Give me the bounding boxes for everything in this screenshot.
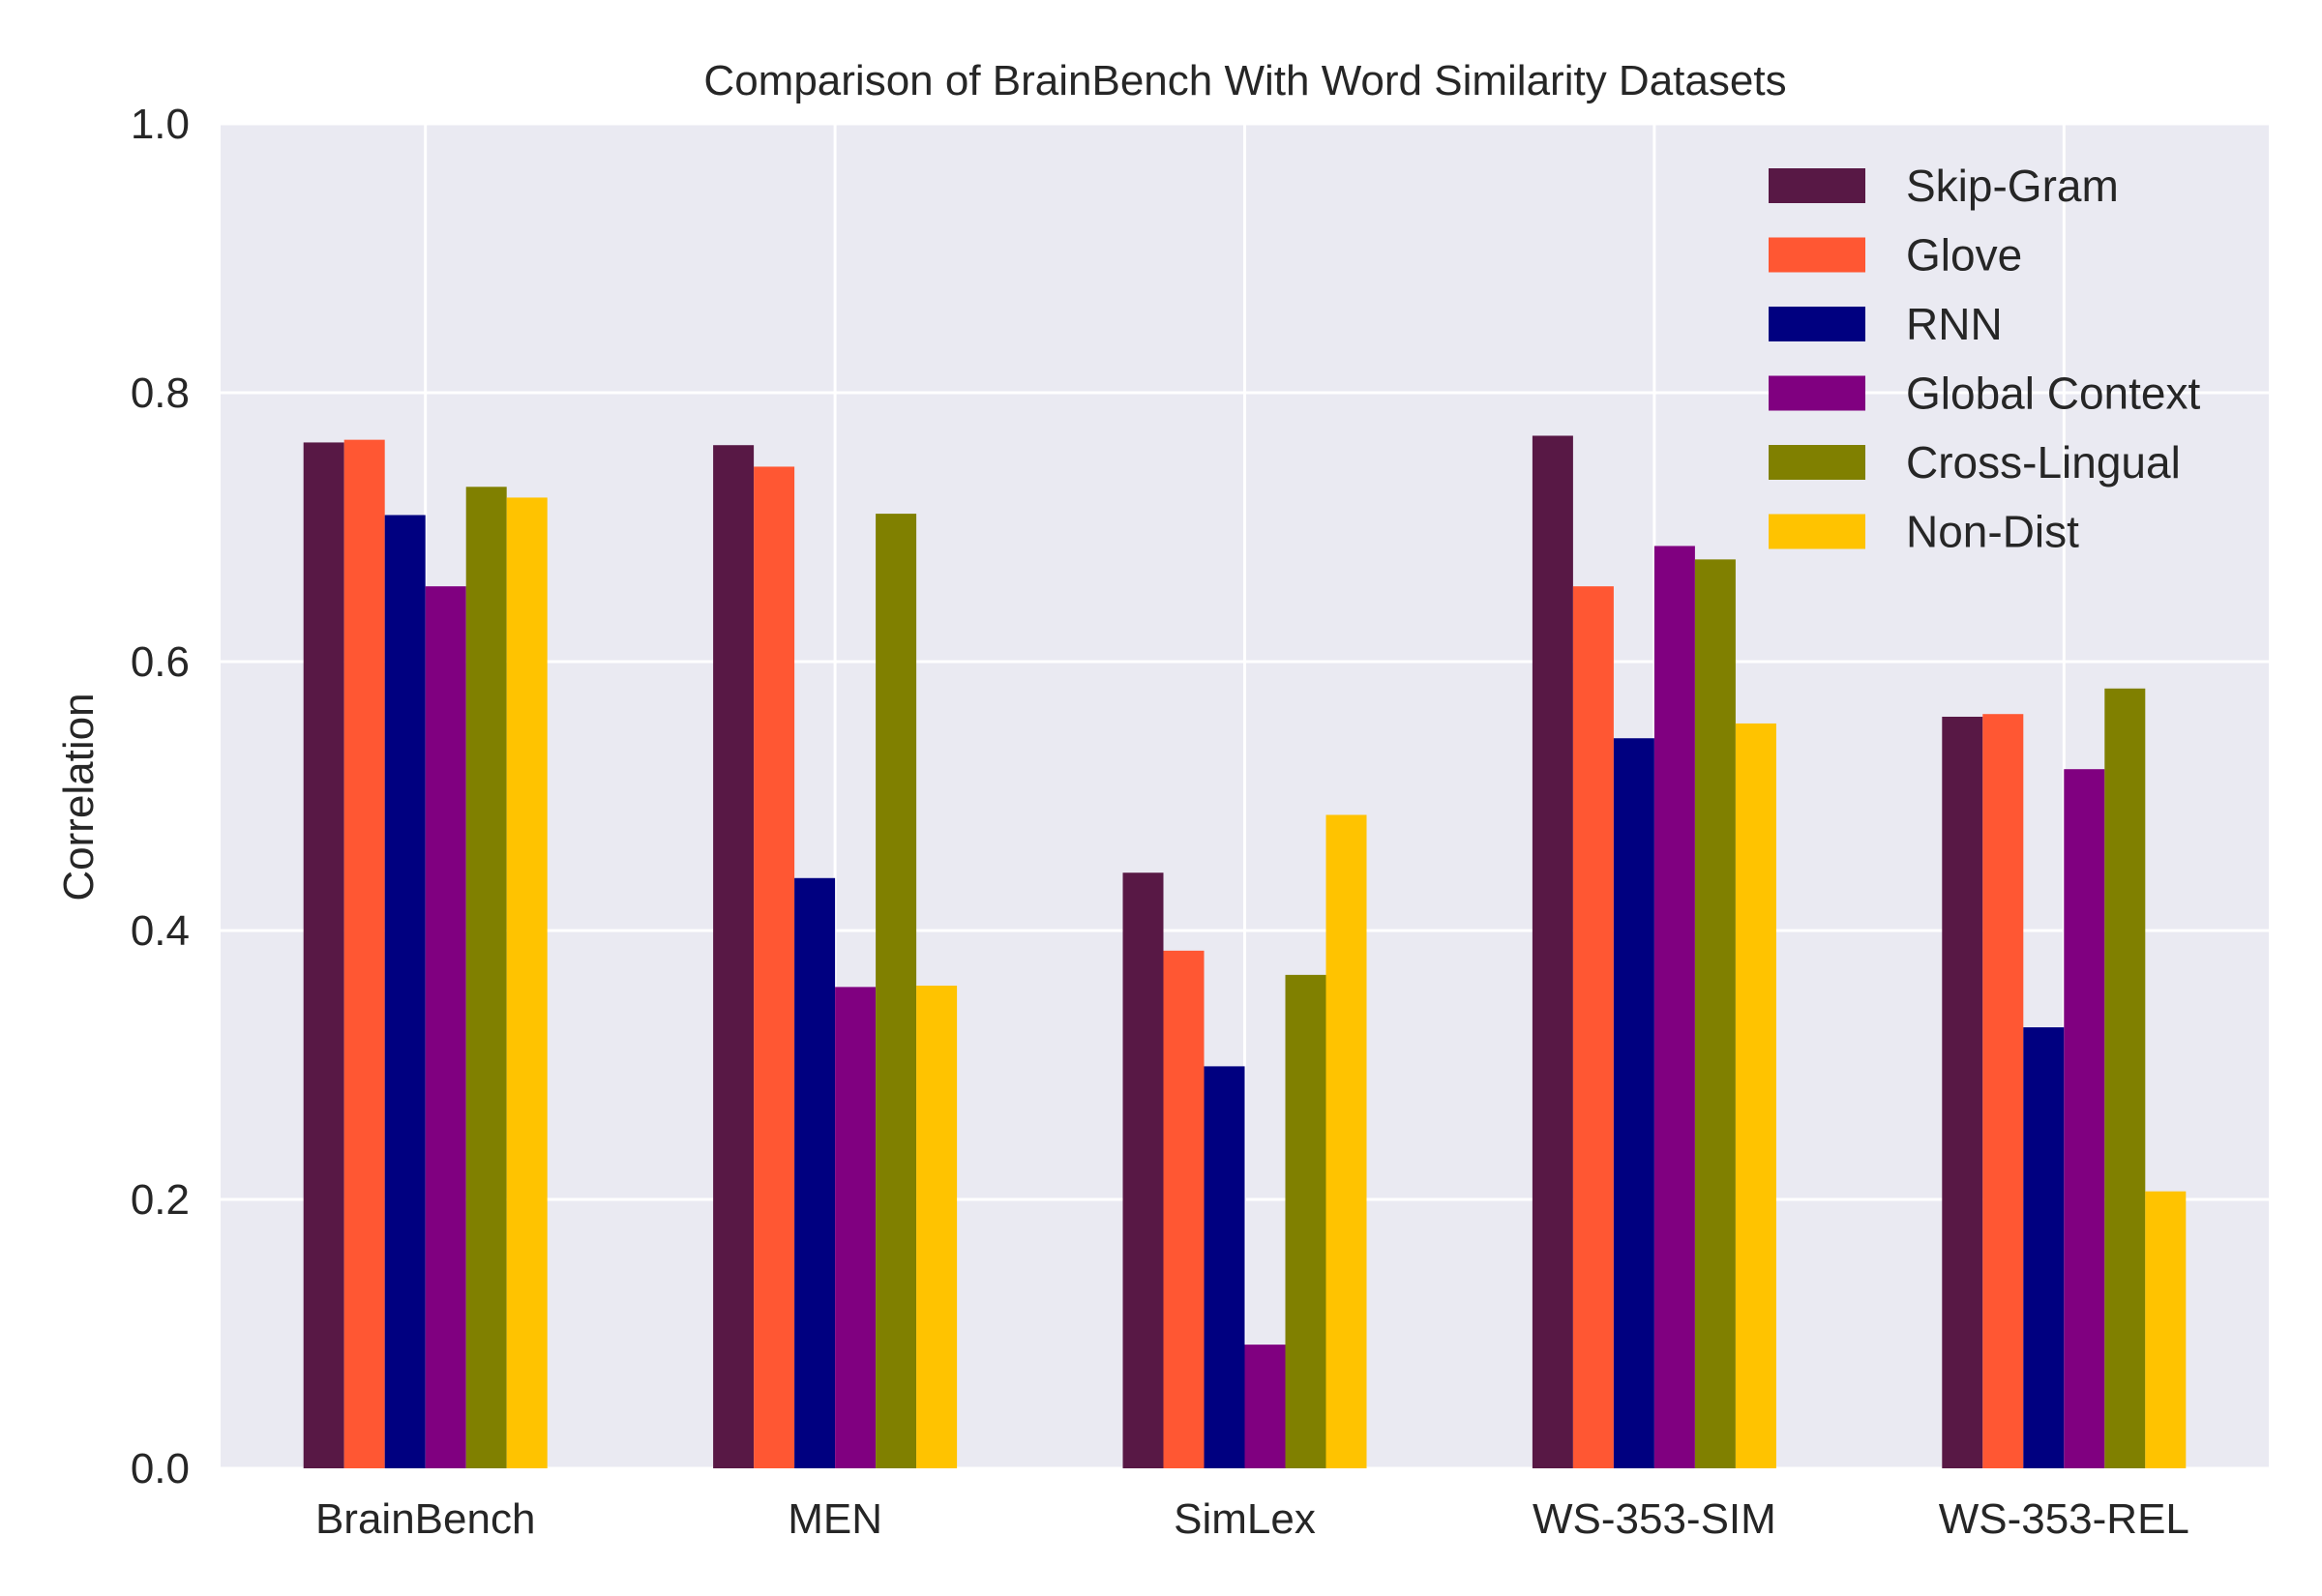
bar-non-dist-simlex [1325,814,1367,1468]
bar-glove-men [754,466,795,1469]
bar-non-dist-brainbench [506,497,548,1468]
bar-rnn-ws-353-sim [1613,738,1654,1468]
y-tick-label: 0.0 [131,1445,190,1493]
bar-global-context-ws-353-sim [1653,546,1695,1468]
y-tick-label: 0.6 [131,638,190,686]
bar-skip-gram-ws-353-sim [1532,435,1573,1469]
legend: Skip-Gram Glove RNN Global Context Cross-Lin… [1769,161,2200,557]
x-tick-label: BrainBench [315,1495,535,1543]
legend-swatch [1769,237,1865,273]
legend-swatch [1769,168,1865,203]
legend-label: Non-Dist [1906,507,2079,557]
bar-cross-lingual-simlex [1285,974,1326,1468]
y-tick-label: 1.0 [131,101,190,148]
bar-glove-brainbench [343,439,385,1468]
bar-rnn-ws-353-rel [2023,1027,2065,1468]
bar-non-dist-ws-353-rel [2145,1191,2187,1468]
legend-label: Cross-Lingual [1906,437,2181,488]
x-tick-label: SimLex [1174,1495,1316,1543]
bar-global-context-brainbench [425,586,466,1468]
bar-cross-lingual-ws-353-rel [2104,688,2146,1468]
bar-cross-lingual-brainbench [465,487,507,1468]
bar-glove-ws-353-rel [1982,714,2024,1468]
y-axis-label: Correlation [55,693,103,901]
bar-skip-gram-simlex [1122,872,1164,1468]
bar-global-context-ws-353-rel [2064,769,2105,1468]
bar-rnn-brainbench [384,515,426,1468]
bars [303,435,2187,1469]
bar-rnn-simlex [1204,1066,1245,1468]
bar-glove-ws-353-sim [1572,586,1614,1468]
legend-swatch [1769,375,1865,411]
bar-skip-gram-brainbench [303,442,344,1469]
bar-global-context-men [835,987,877,1468]
bar-cross-lingual-ws-353-sim [1694,559,1736,1468]
legend-label: Glove [1906,230,2022,281]
legend-label: Global Context [1906,369,2200,419]
x-tick-label: WS-353-REL [1939,1495,2189,1543]
x-tick-label: WS-353-SIM [1533,1495,1776,1543]
y-axis-ticks: 0.0 0.2 0.4 0.6 0.8 1.0 [131,101,190,1493]
bar-cross-lingual-men [876,514,917,1468]
bar-skip-gram-men [713,445,755,1469]
bar-non-dist-ws-353-sim [1735,723,1776,1468]
bar-skip-gram-ws-353-rel [1942,716,1983,1468]
x-axis-ticks: BrainBench MEN SimLex WS-353-SIM WS-353-REL [315,1495,2189,1543]
bar-non-dist-men [916,985,958,1468]
y-tick-label: 0.8 [131,369,190,417]
bar-glove-simlex [1163,950,1205,1468]
legend-swatch [1769,307,1865,341]
legend-label: Skip-Gram [1906,161,2119,211]
legend-label: RNN [1906,299,2003,349]
chart-title: Comparison of BrainBench With Word Simil… [703,57,1786,104]
bar-rnn-men [794,877,836,1468]
legend-swatch [1769,514,1865,549]
legend-swatch [1769,445,1865,480]
y-tick-label: 0.2 [131,1176,190,1224]
bar-global-context-simlex [1244,1345,1286,1468]
x-tick-label: MEN [788,1495,882,1543]
y-tick-label: 0.4 [131,907,190,955]
